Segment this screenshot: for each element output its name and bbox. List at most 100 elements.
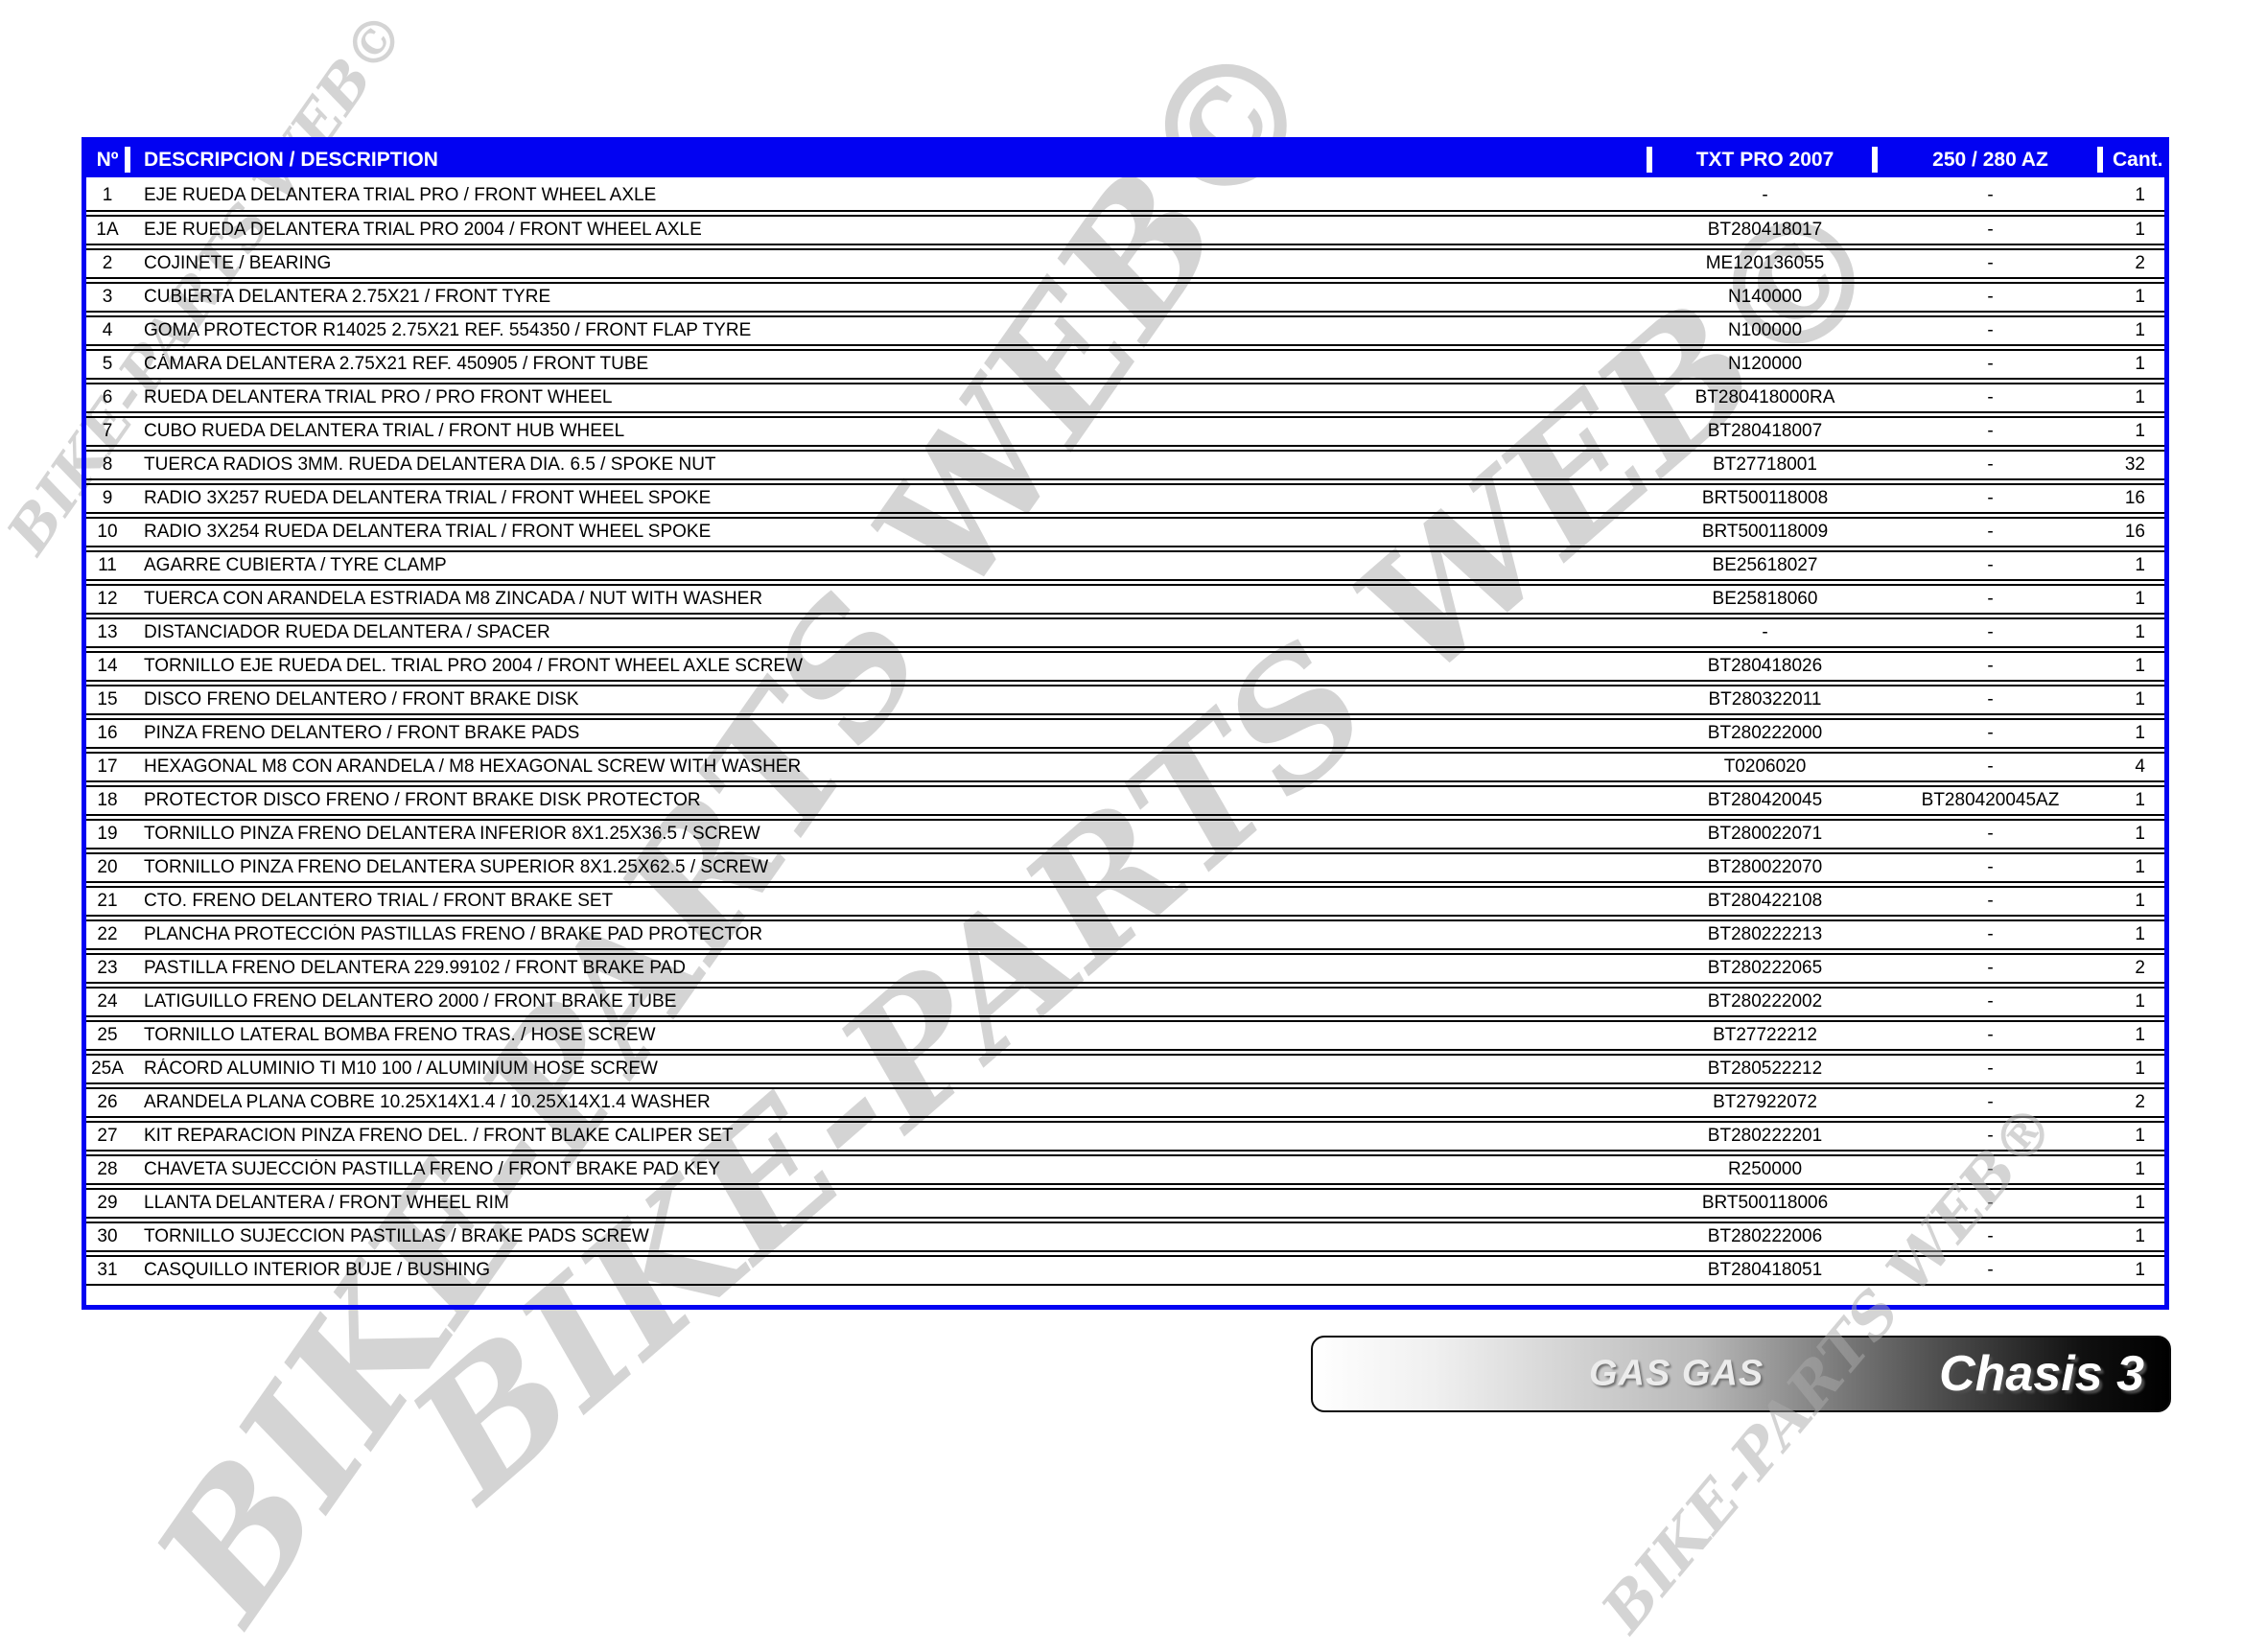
cell-part-number-txt-pro-2007: BT280522212	[1707, 1059, 1823, 1079]
cell-quantity: 16	[2124, 522, 2145, 542]
cell-part-number-250-280-az: -	[1987, 723, 1994, 743]
cell-part-number-txt-pro-2007: BT280418051	[1707, 1260, 1823, 1280]
cell-quantity: 1	[2135, 1226, 2145, 1246]
cell-description: CASQUILLO INTERIOR BUJE / BUSHING	[144, 1260, 491, 1280]
cell-part-number-txt-pro-2007: BT280222006	[1707, 1226, 1823, 1246]
cell-quantity: 1	[2135, 924, 2145, 944]
cell-row-number: 12	[97, 589, 118, 609]
cell-quantity: 1	[2135, 287, 2145, 307]
table-header-row: Nº DESCRIPCION / DESCRIPTION TXT PRO 200…	[86, 142, 2164, 177]
cell-row-number: 7	[102, 421, 113, 441]
cell-part-number-250-280-az: -	[1987, 522, 1994, 542]
cell-part-number-250-280-az: -	[1987, 656, 1994, 676]
cell-quantity: 1	[2135, 991, 2145, 1012]
table-row: 5 CÁMARA DELANTERA 2.75X21 REF. 450905 /…	[86, 349, 2164, 380]
cell-quantity: 1	[2135, 354, 2145, 374]
table-row: 11 AGARRE CUBIERTA / TYRE CLAMP BE256180…	[86, 550, 2164, 581]
cell-description: DISCO FRENO DELANTERO / FRONT BRAKE DISK	[144, 689, 579, 710]
cell-quantity: 2	[2135, 253, 2145, 273]
page-title: Chasis 3	[1939, 1346, 2144, 1402]
cell-row-number: 1A	[96, 220, 119, 240]
cell-description: RUEDA DELANTERA TRIAL PRO / PRO FRONT WH…	[144, 387, 613, 407]
cell-part-number-250-280-az: -	[1987, 185, 1994, 205]
cell-description: TORNILLO LATERAL BOMBA FRENO TRAS. / HOS…	[144, 1025, 656, 1045]
cell-part-number-txt-pro-2007: BT280418017	[1707, 220, 1823, 240]
table-row: 1 EJE RUEDA DELANTERA TRIAL PRO / FRONT …	[86, 181, 2164, 212]
header-separator-tick	[1647, 147, 1652, 173]
cell-quantity: 1	[2135, 1025, 2145, 1045]
table-row: 19 TORNILLO PINZA FRENO DELANTERA INFERI…	[86, 819, 2164, 849]
cell-description: CHAVETA SUJECCIÓN PASTILLA FRENO / FRONT…	[144, 1159, 721, 1179]
cell-description: RADIO 3X257 RUEDA DELANTERA TRIAL / FRON…	[144, 488, 712, 508]
cell-part-number-250-280-az: -	[1987, 488, 1994, 508]
cell-part-number-txt-pro-2007: BT280418026	[1707, 656, 1823, 676]
cell-description: TORNILLO PINZA FRENO DELANTERA SUPERIOR …	[144, 857, 769, 877]
cell-part-number-txt-pro-2007: N140000	[1727, 287, 1803, 307]
cell-part-number-txt-pro-2007: BT280418000RA	[1694, 387, 1835, 407]
cell-row-number: 3	[102, 287, 113, 307]
cell-row-number: 22	[97, 924, 118, 944]
cell-row-number: 27	[97, 1126, 118, 1146]
cell-part-number-250-280-az: BT280420045AZ	[1921, 790, 2060, 810]
cell-part-number-txt-pro-2007: T0206020	[1723, 756, 1807, 777]
cell-part-number-250-280-az: -	[1987, 1226, 1994, 1246]
cell-quantity: 1	[2135, 421, 2145, 441]
cell-row-number: 9	[102, 488, 113, 508]
cell-description: RADIO 3X254 RUEDA DELANTERA TRIAL / FRON…	[144, 522, 712, 542]
cell-row-number: 21	[97, 891, 118, 911]
cell-part-number-txt-pro-2007: BT280022070	[1707, 857, 1823, 877]
cell-row-number: 23	[97, 958, 118, 978]
cell-part-number-txt-pro-2007: BRT500118008	[1701, 488, 1829, 508]
cell-quantity: 1	[2135, 387, 2145, 407]
cell-quantity: 1	[2135, 589, 2145, 609]
table-row: 7 CUBO RUEDA DELANTERA TRIAL / FRONT HUB…	[86, 416, 2164, 447]
table-row: 12 TUERCA CON ARANDELA ESTRIADA M8 ZINCA…	[86, 584, 2164, 615]
table-row: 9 RADIO 3X257 RUEDA DELANTERA TRIAL / FR…	[86, 483, 2164, 514]
cell-part-number-txt-pro-2007: BT280222213	[1707, 924, 1823, 944]
table-row: 13 DISTANCIADOR RUEDA DELANTERA / SPACER…	[86, 617, 2164, 648]
header-separator-tick	[125, 147, 130, 173]
table-row: 26 ARANDELA PLANA COBRE 10.25X14X1.4 / 1…	[86, 1087, 2164, 1118]
cell-part-number-250-280-az: -	[1987, 589, 1994, 609]
table-row: 14 TORNILLO EJE RUEDA DEL. TRIAL PRO 200…	[86, 651, 2164, 682]
cell-part-number-250-280-az: -	[1987, 1092, 1994, 1112]
cell-description: EJE RUEDA DELANTERA TRIAL PRO 2004 / FRO…	[144, 220, 702, 240]
cell-part-number-txt-pro-2007: BE25618027	[1712, 555, 1818, 575]
cell-quantity: 32	[2124, 454, 2145, 475]
cell-row-number: 8	[102, 454, 113, 475]
cell-quantity: 1	[2135, 320, 2145, 340]
cell-quantity: 1	[2135, 790, 2145, 810]
cell-row-number: 28	[97, 1159, 118, 1179]
cell-part-number-250-280-az: -	[1987, 454, 1994, 475]
cell-part-number-txt-pro-2007: -	[1762, 185, 1768, 205]
table-row: 29 LLANTA DELANTERA / FRONT WHEEL RIM BR…	[86, 1188, 2164, 1219]
cell-quantity: 4	[2135, 756, 2145, 777]
table-row: 17 HEXAGONAL M8 CON ARANDELA / M8 HEXAGO…	[86, 752, 2164, 782]
cell-part-number-250-280-az: -	[1987, 1025, 1994, 1045]
header-col-quantity: Cant.	[2113, 148, 2163, 171]
cell-description: TORNILLO SUJECCION PASTILLAS / BRAKE PAD…	[144, 1226, 649, 1246]
cell-row-number: 10	[97, 522, 118, 542]
table-row: 16 PINZA FRENO DELANTERO / FRONT BRAKE P…	[86, 718, 2164, 749]
cell-description: RÁCORD ALUMINIO TI M10 100 / ALUMINIUM H…	[144, 1059, 658, 1079]
cell-part-number-txt-pro-2007: R250000	[1727, 1159, 1803, 1179]
brand-label: GAS GAS	[1589, 1353, 1764, 1394]
cell-quantity: 16	[2124, 488, 2145, 508]
table-row: 28 CHAVETA SUJECCIÓN PASTILLA FRENO / FR…	[86, 1154, 2164, 1185]
table-row: 23 PASTILLA FRENO DELANTERA 229.99102 / …	[86, 953, 2164, 984]
cell-row-number: 17	[97, 756, 118, 777]
cell-quantity: 1	[2135, 185, 2145, 205]
table-row: 2 COJINETE / BEARING ME120136055 - 2	[86, 248, 2164, 279]
cell-description: GOMA PROTECTOR R14025 2.75X21 REF. 55435…	[144, 320, 752, 340]
cell-description: TORNILLO EJE RUEDA DEL. TRIAL PRO 2004 /…	[144, 656, 804, 676]
cell-quantity: 1	[2135, 656, 2145, 676]
cell-part-number-txt-pro-2007: BT27922072	[1713, 1092, 1817, 1112]
cell-quantity: 1	[2135, 622, 2145, 642]
cell-quantity: 1	[2135, 1126, 2145, 1146]
cell-part-number-250-280-az: -	[1987, 891, 1994, 911]
table-row: 4 GOMA PROTECTOR R14025 2.75X21 REF. 554…	[86, 315, 2164, 346]
cell-description: AGARRE CUBIERTA / TYRE CLAMP	[144, 555, 447, 575]
cell-description: HEXAGONAL M8 CON ARANDELA / M8 HEXAGONAL…	[144, 756, 802, 777]
cell-description: LATIGUILLO FRENO DELANTERO 2000 / FRONT …	[144, 991, 677, 1012]
table-row: 21 CTO. FRENO DELANTERO TRIAL / FRONT BR…	[86, 886, 2164, 917]
